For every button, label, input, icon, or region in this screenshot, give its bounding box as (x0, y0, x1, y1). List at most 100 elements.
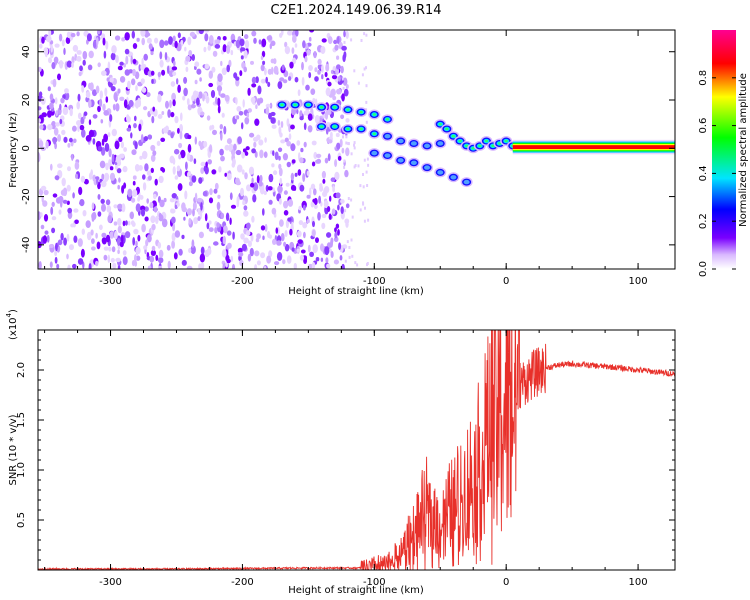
noise-speckle (343, 159, 346, 163)
noise-speckle (141, 58, 144, 66)
noise-speckle (42, 200, 48, 207)
noise-speckle (67, 207, 73, 214)
x-tick-label: 100 (629, 276, 648, 287)
noise-speckle (284, 41, 288, 48)
noise-speckle (248, 166, 255, 175)
noise-speckle (292, 34, 297, 43)
noise-speckle (268, 173, 274, 183)
signal-blob-core (384, 134, 391, 139)
noise-speckle (122, 256, 128, 266)
noise-speckle (294, 76, 299, 83)
noise-speckle (249, 247, 254, 257)
noise-speckle (252, 194, 257, 203)
noise-speckle (246, 222, 251, 230)
noise-speckle (192, 201, 197, 211)
noise-speckle (285, 182, 290, 187)
noise-speckle (132, 68, 137, 77)
noise-speckle (219, 124, 223, 130)
noise-speckle (287, 30, 293, 36)
noise-speckle (131, 30, 135, 39)
noise-speckle (152, 150, 157, 156)
noise-speckle (240, 47, 246, 52)
noise-speckle (78, 186, 83, 196)
noise-speckle (88, 263, 92, 269)
noise-speckle (345, 220, 349, 228)
noise-speckle (359, 184, 362, 188)
noise-speckle (224, 144, 230, 151)
noise-speckle (159, 199, 165, 208)
noise-speckle (172, 71, 177, 76)
noise-speckle (102, 37, 106, 46)
noise-speckle (46, 234, 50, 243)
noise-speckle (344, 209, 347, 213)
noise-speckle (261, 50, 266, 58)
noise-speckle (74, 161, 80, 170)
noise-speckle (238, 251, 244, 257)
noise-speckle (230, 255, 234, 262)
noise-speckle (250, 182, 255, 188)
noise-speckle (194, 79, 198, 85)
signal-band (512, 145, 675, 150)
colorbar-tick-label: 0.0 (698, 261, 709, 277)
noise-speckle (364, 206, 366, 210)
noise-speckle (130, 55, 133, 65)
noise-speckle (40, 146, 46, 151)
signal-blob-core (397, 138, 404, 144)
noise-speckle (314, 67, 318, 73)
noise-speckle (345, 30, 349, 39)
noise-speckle (152, 106, 155, 112)
noise-speckle (85, 220, 91, 229)
noise-speckle (260, 225, 266, 231)
noise-speckle (338, 242, 342, 250)
snr-xlabel: Height of straight line (km) (288, 585, 424, 596)
signal-blob-peak (385, 118, 390, 121)
noise-speckle (236, 164, 243, 173)
noise-speckle (187, 104, 192, 111)
noise-speckle (242, 99, 245, 108)
noise-speckle (116, 168, 122, 174)
noise-speckle (112, 262, 117, 269)
noise-speckle (105, 40, 109, 50)
noise-speckle (121, 203, 126, 213)
noise-speckle (290, 124, 295, 130)
noise-speckle (133, 123, 137, 129)
noise-speckle (345, 135, 348, 139)
noise-speckle (92, 138, 96, 145)
noise-speckle (280, 233, 285, 242)
noise-speckle (210, 124, 215, 130)
noise-speckle (204, 33, 209, 42)
noise-speckle (224, 94, 230, 102)
noise-speckle (322, 178, 326, 184)
noise-speckle (140, 134, 144, 143)
noise-speckle (251, 76, 257, 84)
noise-speckle (134, 103, 138, 108)
spectrogram-frame (37, 29, 676, 270)
noise-speckle (132, 175, 137, 180)
noise-speckle (117, 265, 121, 269)
noise-speckle (105, 234, 111, 243)
noise-speckle (212, 129, 217, 136)
noise-speckle (204, 249, 210, 258)
noise-speckle (219, 81, 223, 86)
noise-speckle (158, 257, 164, 264)
noise-speckle (317, 58, 322, 65)
noise-speckle (301, 76, 305, 86)
noise-speckle (161, 69, 166, 76)
noise-speckle (220, 155, 225, 162)
noise-speckle (263, 265, 267, 269)
noise-speckle (263, 151, 268, 158)
noise-speckle (341, 93, 345, 102)
noise-speckle (104, 172, 110, 182)
noise-speckle (200, 111, 205, 116)
noise-speckle (265, 106, 270, 115)
noise-speckle (73, 138, 77, 144)
x-tick-label: 100 (629, 577, 648, 588)
noise-speckle (311, 161, 316, 167)
noise-speckle (188, 50, 193, 57)
noise-speckle (104, 142, 110, 152)
noise-speckle (43, 214, 49, 222)
noise-speckle (41, 112, 47, 118)
noise-speckle (287, 199, 294, 207)
noise-speckle (247, 87, 251, 96)
noise-speckle (51, 201, 55, 207)
